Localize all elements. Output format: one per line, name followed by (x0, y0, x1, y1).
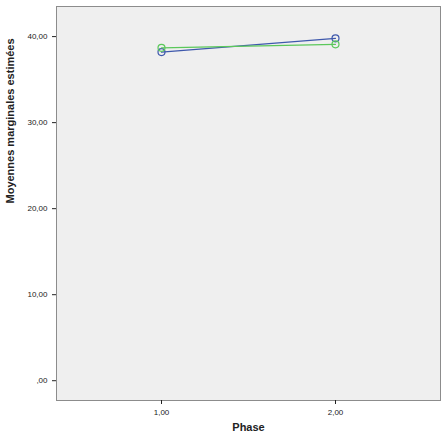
svg-text:2,00: 2,00 (328, 408, 344, 417)
svg-text:Phase: Phase (232, 421, 264, 433)
svg-text:Moyennes marginales estimées: Moyennes marginales estimées (4, 38, 16, 203)
svg-text:10,00: 10,00 (27, 290, 48, 299)
svg-text:40,00: 40,00 (27, 32, 48, 41)
svg-text:1,00: 1,00 (154, 408, 170, 417)
svg-text:,00: ,00 (36, 376, 48, 385)
svg-text:30,00: 30,00 (27, 118, 48, 127)
svg-text:20,00: 20,00 (27, 204, 48, 213)
